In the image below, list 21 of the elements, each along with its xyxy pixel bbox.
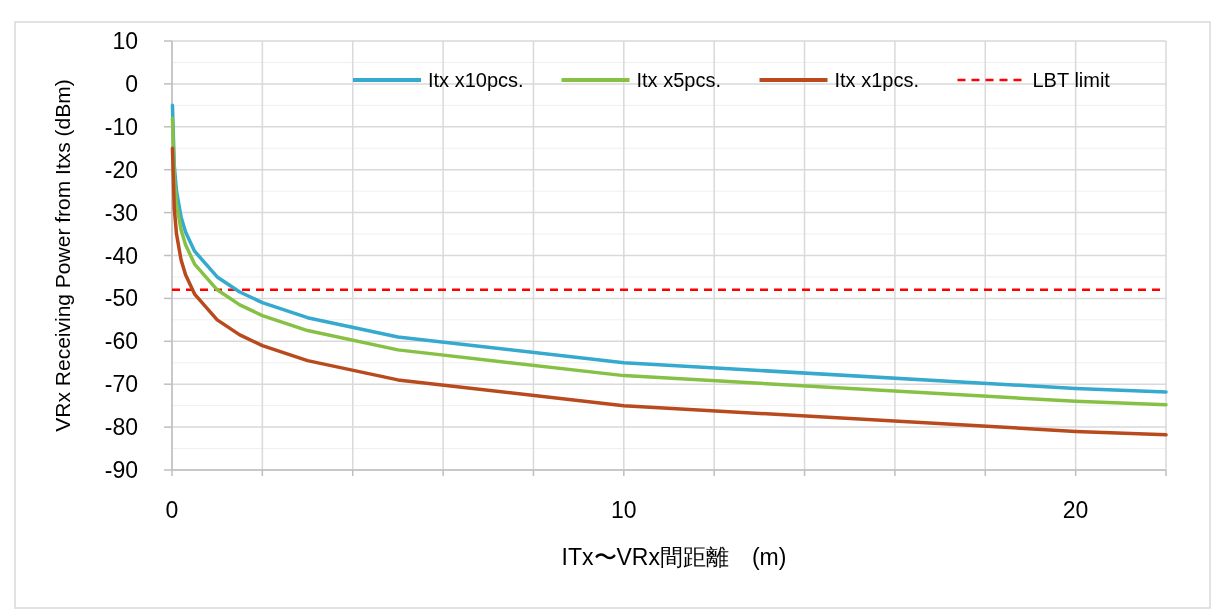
y-tick-label: 0 (125, 70, 138, 97)
y-tick-label: -60 (104, 328, 138, 355)
x-tick-label: 0 (165, 497, 179, 523)
y-tick-label: -50 (104, 285, 138, 312)
y-axis-title: VRx Receiving Power from Itxs (dBm) (51, 79, 74, 432)
y-tick-label: -80 (104, 414, 138, 441)
line-series (170, 146, 1168, 437)
legend-label: Itx x5pcs. (636, 69, 721, 91)
x-tick-label: 10 (611, 497, 637, 523)
y-tick-label: -90 (104, 457, 138, 483)
legend-label: Itx x1pcs. (834, 69, 919, 91)
legend-label: Itx x10pcs. (428, 69, 524, 91)
x-axis-title: ITx〜VRx間距離 (m) (561, 544, 787, 570)
y-tick-label: -70 (104, 371, 138, 398)
y-tick-label: 10 (112, 28, 138, 54)
legend-label: LBT limit (1032, 69, 1111, 91)
y-tick-label: -20 (104, 156, 138, 183)
y-tick-label: -30 (104, 199, 138, 226)
x-tick-label: 20 (1062, 497, 1089, 523)
y-tick-label: -10 (104, 113, 138, 140)
y-tick-label: -40 (104, 242, 138, 269)
